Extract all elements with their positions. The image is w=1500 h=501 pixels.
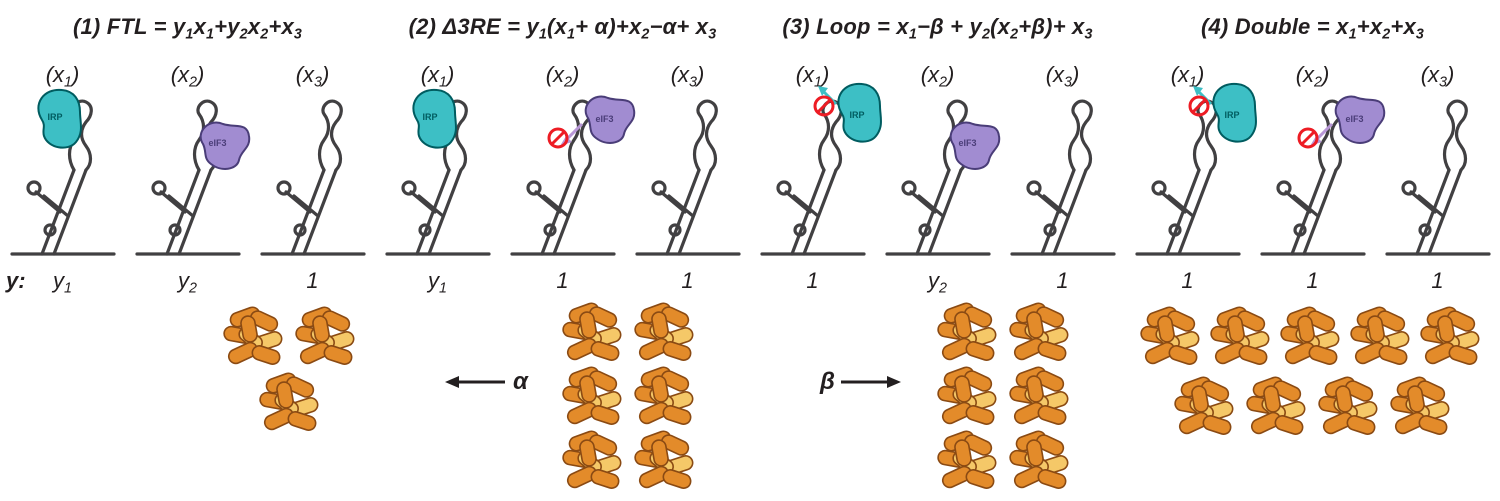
protein-particle [1207, 304, 1273, 375]
x-label: (x1) [383, 62, 493, 88]
protein-particle [934, 300, 1000, 371]
protein-particle [1387, 374, 1453, 445]
stem-loop: IRP [383, 88, 493, 258]
panel-title: (3) Loop = x1−β + y2(x2+β)+ x3 [750, 14, 1125, 40]
protein-particle [1347, 304, 1413, 375]
eif3-label: eIF3 [209, 138, 227, 148]
irp-label: IRP [1225, 110, 1240, 120]
protein-particle [220, 304, 286, 375]
panel-4: (4) Double = x1+x2+x3(x1)(x2)(x3)IRPeIF3… [1125, 0, 1500, 501]
stem-loop: eIF3 [133, 88, 243, 258]
protein-particle [559, 300, 625, 371]
stem-row: IRP eIF3 [750, 88, 1125, 258]
y-label: 1 [508, 268, 618, 294]
protein-particle [292, 304, 358, 375]
y-label: 1 [633, 268, 743, 294]
eif3-label: eIF3 [596, 114, 614, 124]
y-label: y2 [133, 268, 243, 294]
protein-particle [1417, 304, 1483, 375]
y-label: y1 [8, 268, 118, 294]
shift-label: β [820, 368, 903, 396]
y-label: 1 [1008, 268, 1118, 294]
x-label: (x3) [258, 62, 368, 88]
stem-loop [1008, 88, 1118, 258]
x-label: (x2) [883, 62, 993, 88]
y-label: y2 [883, 268, 993, 294]
x-label-row: (x1)(x2)(x3) [750, 62, 1125, 88]
protein-particle [934, 428, 1000, 499]
protein-particle [1243, 374, 1309, 445]
protein-particle [1006, 300, 1072, 371]
panel-title: (2) Δ3RE = y1(x1+ α)+x2−α+ x3 [375, 14, 750, 40]
panel-1: (1) FTL = y1x1+y2x2+x3 (x1) (x2) (x3) IRP eIF… [0, 0, 375, 501]
protein-particle [1006, 428, 1072, 499]
stem-loop: IRP [1133, 88, 1243, 258]
stem-loop [1383, 88, 1493, 258]
stem-loop: eIF3 [508, 88, 618, 258]
y-label-row: 1 y2 1 [750, 268, 1125, 294]
shift-label: α [445, 368, 528, 396]
y-label: 1 [758, 268, 868, 294]
panel-title: (4) Double = x1+x2+x3 [1125, 14, 1500, 40]
x-label: (x2) [508, 62, 618, 88]
y-label-row: y1 11 [375, 268, 750, 294]
panel-2: (2) Δ3RE = y1(x1+ α)+x2−α+ x3 (x1) (x2) (x3… [375, 0, 750, 501]
x-label: (x2) [1258, 62, 1368, 88]
x-label: (x3) [1383, 62, 1493, 88]
x-label-row: (x1)(x2)(x3) [1125, 62, 1500, 88]
panel-title: (1) FTL = y1x1+y2x2+x3 [0, 14, 375, 40]
x-label-row: (x1) (x2) (x3) [375, 62, 750, 88]
stem-loop: IRP [758, 88, 868, 258]
protein-particle [631, 428, 697, 499]
y-label: 1 [1258, 268, 1368, 294]
y-label: y1 [383, 268, 493, 294]
protein-particle [256, 370, 322, 441]
y-label: 1 [1383, 268, 1493, 294]
y-label: 1 [258, 268, 368, 294]
protein-particle [631, 364, 697, 435]
y-label-row: y1 y2 1 [0, 268, 375, 294]
irp-label: IRP [850, 110, 865, 120]
x-label: (x3) [1008, 62, 1118, 88]
stem-row: IRP eIF3 [0, 88, 375, 258]
protein-particle [1315, 374, 1381, 445]
x-label: (x1) [8, 62, 118, 88]
stem-loop [258, 88, 368, 258]
protein-particle [934, 364, 1000, 435]
stem-loop: eIF3 [883, 88, 993, 258]
stem-loop [633, 88, 743, 258]
x-label: (x2) [133, 62, 243, 88]
protein-particle [631, 300, 697, 371]
stem-row: IRP eIF3 [1125, 88, 1500, 258]
eif3-label: eIF3 [1346, 114, 1364, 124]
protein-particle [1137, 304, 1203, 375]
irp-label: IRP [48, 112, 63, 122]
protein-particle [1006, 364, 1072, 435]
stem-loop: eIF3 [1258, 88, 1368, 258]
irp-label: IRP [423, 112, 438, 122]
x-label: (x3) [633, 62, 743, 88]
stem-loop: IRP [8, 88, 118, 258]
panel-3: (3) Loop = x1−β + y2(x2+β)+ x3(x1)(x2)(x… [750, 0, 1125, 501]
protein-particle [559, 428, 625, 499]
x-label-row: (x1) (x2) (x3) [0, 62, 375, 88]
protein-particle [1171, 374, 1237, 445]
protein-particle [559, 364, 625, 435]
y-label: 1 [1133, 268, 1243, 294]
figure-canvas: y:(1) FTL = y1x1+y2x2+x3(x1)(x2)(x3)IRPe… [0, 0, 1500, 501]
y-label-row: 111 [1125, 268, 1500, 294]
stem-row: IRP eIF3 [375, 88, 750, 258]
eif3-label: eIF3 [959, 138, 977, 148]
protein-particle [1277, 304, 1343, 375]
